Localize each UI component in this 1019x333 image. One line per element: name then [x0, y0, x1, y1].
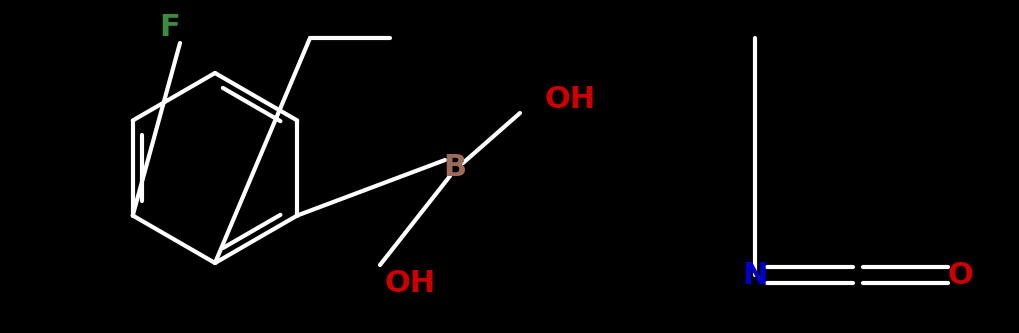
Text: N: N: [742, 260, 767, 289]
Text: B: B: [443, 154, 467, 182]
Text: OH: OH: [545, 86, 596, 115]
Text: OH: OH: [385, 268, 436, 297]
Text: O: O: [947, 260, 973, 289]
Text: F: F: [160, 14, 180, 43]
